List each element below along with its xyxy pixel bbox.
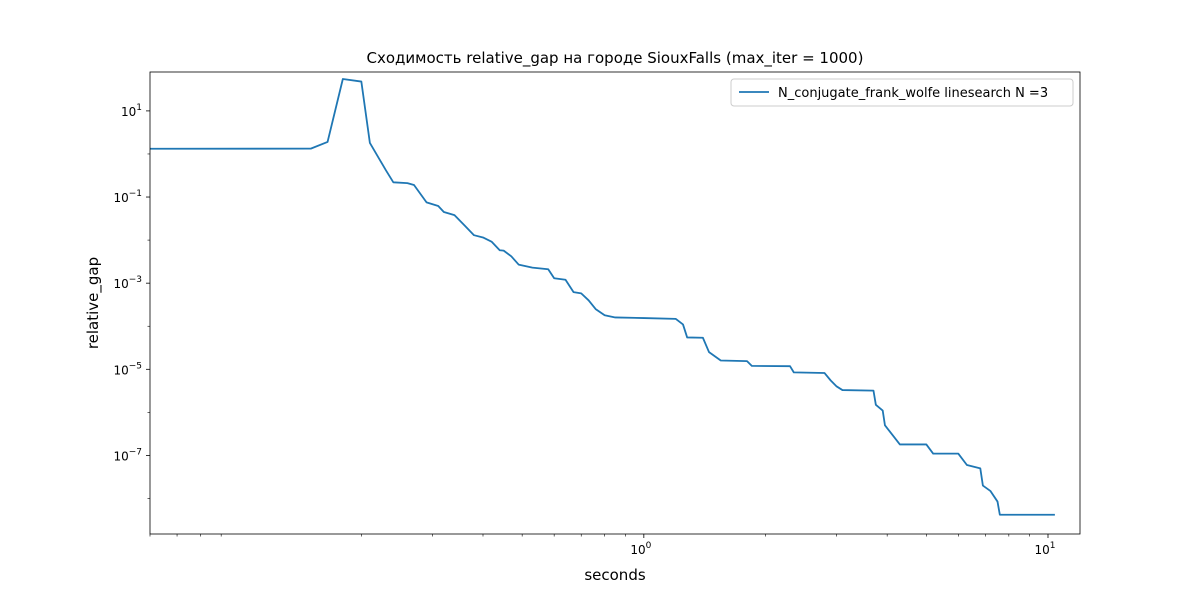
y-tick-label: 101 (121, 103, 142, 119)
y-tick-label: 10−1 (113, 189, 142, 205)
x-axis-label: seconds (584, 566, 645, 584)
legend-box (730, 78, 1074, 107)
y-tick-label: 10−7 (113, 447, 142, 463)
chart-title: Сходимость relative_gap на городе SiouxF… (367, 49, 864, 68)
series-line (149, 78, 1055, 516)
x-tick-label: 101 (1034, 541, 1055, 557)
legend: N_conjugate_frank_wolfe linesearch N =3 (730, 78, 1074, 107)
y-axis-label: relative_gap (84, 257, 103, 349)
ticks-layer: 100 101 101 10−1 10−3 10−5 10−7 (113, 103, 1055, 557)
plot-frame (149, 71, 1081, 535)
plot-area (150, 72, 1080, 534)
x-tick-label: 100 (630, 541, 651, 557)
series-layer (149, 78, 1055, 516)
legend-label: N_conjugate_frank_wolfe linesearch N =3 (778, 86, 1048, 101)
y-tick-label: 10−3 (113, 275, 142, 291)
y-tick-label: 10−5 (113, 361, 142, 377)
